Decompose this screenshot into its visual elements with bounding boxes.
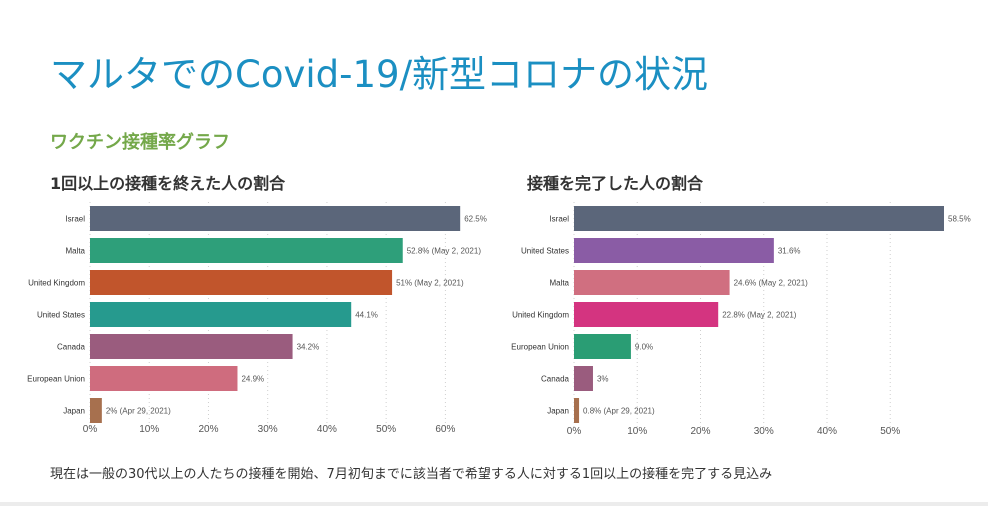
fully-vaccinated-data-label: 31.6% xyxy=(778,247,801,256)
fully-vaccinated-data-label: 22.8% (May 2, 2021) xyxy=(722,311,797,320)
fully-vaccinated-x-tick-label: 10% xyxy=(627,426,647,437)
first-dose-data-label: 44.1% xyxy=(355,311,378,320)
section-subtitle: ワクチン接種率グラフ xyxy=(50,132,230,153)
first-dose-bar xyxy=(90,238,403,263)
first-dose-category-label: United States xyxy=(37,311,85,320)
first-dose-x-tick-label: 0% xyxy=(83,424,98,435)
fully-vaccinated-bar xyxy=(574,270,730,295)
first-dose-category-label: Canada xyxy=(57,343,86,352)
first-dose-data-label: 51% (May 2, 2021) xyxy=(396,279,464,288)
first-dose-category-label: Malta xyxy=(65,247,85,256)
page-title: マルタでのCovid-19/新型コロナの状況 xyxy=(50,53,709,96)
first-dose-x-tick-label: 10% xyxy=(139,424,159,435)
first-dose-bar xyxy=(90,334,293,359)
fully-vaccinated-bar xyxy=(574,302,719,327)
fully-vaccinated-x-tick-label: 20% xyxy=(690,426,710,437)
first-dose-bar xyxy=(90,366,238,391)
first-dose-data-label: 34.2% xyxy=(297,343,320,352)
first-dose-bar xyxy=(90,302,352,327)
fully-vaccinated-bar xyxy=(574,334,631,359)
fully-vaccinated-category-label: United Kingdom xyxy=(512,311,569,320)
divider xyxy=(0,502,988,506)
fully-vaccinated-category-label: United States xyxy=(521,247,569,256)
fully-vaccinated-x-tick-label: 30% xyxy=(754,426,774,437)
first-dose-data-label: 2% (Apr 29, 2021) xyxy=(106,407,171,416)
fully-vaccinated-x-tick-label: 0% xyxy=(567,426,582,437)
fully-vaccinated-bar xyxy=(574,366,593,391)
fully-vaccinated-category-label: Israel xyxy=(549,215,569,224)
fully-vaccinated-x-tick-label: 50% xyxy=(880,426,900,437)
first-dose-category-label: Japan xyxy=(63,407,85,416)
first-dose-category-label: Israel xyxy=(65,215,85,224)
fully-vaccinated-category-label: Japan xyxy=(547,407,569,416)
fully-vaccinated-data-label: 3% xyxy=(597,375,609,384)
first-dose-x-tick-label: 20% xyxy=(198,424,218,435)
fully-vaccinated-x-tick-label: 40% xyxy=(817,426,837,437)
first-dose-data-label: 62.5% xyxy=(464,215,487,224)
fully-vaccinated-bar xyxy=(574,238,774,263)
first-dose-data-label: 52.8% (May 2, 2021) xyxy=(407,247,482,256)
fully-vaccinated-bar xyxy=(574,206,944,231)
first-dose-category-label: United Kingdom xyxy=(28,279,85,288)
first-dose-bar xyxy=(90,270,393,295)
first-dose-x-tick-label: 50% xyxy=(376,424,396,435)
fully-vaccinated-data-label: 58.5% xyxy=(948,215,971,224)
fully-vaccinated-bar xyxy=(574,398,580,423)
chart-first-dose: 0% 10% 20% 30% 40% 50% 60% Israel 62.5% Malta 52.8… xyxy=(27,202,487,435)
chart-fully-vaccinated: 0% 10% 20% 30% 40% 50% Israel 58.5% United State… xyxy=(511,202,971,437)
first-dose-bar xyxy=(90,206,461,231)
fully-vaccinated-category-label: Canada xyxy=(541,375,570,384)
first-dose-data-label: 24.9% xyxy=(241,375,264,384)
first-dose-x-tick-label: 40% xyxy=(317,424,337,435)
fully-vaccinated-data-label: 9.0% xyxy=(635,343,653,352)
footnote: 現在は一般の30代以上の人たちの接種を開始、7月初旬までに該当者で希望する人に対… xyxy=(50,467,773,482)
chart-title-first-dose: 1回以上の接種を終えた人の割合 xyxy=(50,174,286,193)
first-dose-x-tick-label: 30% xyxy=(258,424,278,435)
first-dose-category-label: European Union xyxy=(27,375,85,384)
chart-title-fully-vaccinated: 接種を完了した人の割合 xyxy=(527,174,704,193)
first-dose-bar xyxy=(90,398,102,423)
first-dose-x-tick-label: 60% xyxy=(435,424,455,435)
fully-vaccinated-data-label: 24.6% (May 2, 2021) xyxy=(734,279,809,288)
fully-vaccinated-category-label: Malta xyxy=(549,279,569,288)
fully-vaccinated-category-label: European Union xyxy=(511,343,569,352)
fully-vaccinated-data-label: 0.8% (Apr 29, 2021) xyxy=(583,407,655,416)
